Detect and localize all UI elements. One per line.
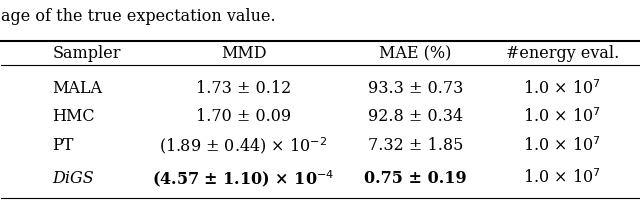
Text: MMD: MMD bbox=[221, 45, 266, 62]
Text: (4.57 ± 1.10) × 10$^{-4}$: (4.57 ± 1.10) × 10$^{-4}$ bbox=[152, 167, 335, 188]
Text: HMC: HMC bbox=[52, 108, 95, 125]
Text: 92.8 ± 0.34: 92.8 ± 0.34 bbox=[368, 108, 463, 125]
Text: MALA: MALA bbox=[52, 79, 102, 96]
Text: (1.89 ± 0.44) × 10$^{-2}$: (1.89 ± 0.44) × 10$^{-2}$ bbox=[159, 134, 328, 155]
Text: 1.0 × 10$^{7}$: 1.0 × 10$^{7}$ bbox=[524, 168, 601, 186]
Text: DiGS: DiGS bbox=[52, 169, 94, 186]
Text: 7.32 ± 1.85: 7.32 ± 1.85 bbox=[368, 136, 463, 153]
Text: age of the true expectation value.: age of the true expectation value. bbox=[1, 7, 276, 24]
Text: 0.75 ± 0.19: 0.75 ± 0.19 bbox=[364, 169, 467, 186]
Text: #energy eval.: #energy eval. bbox=[506, 45, 619, 62]
Text: 1.0 × 10$^{7}$: 1.0 × 10$^{7}$ bbox=[524, 107, 601, 125]
Text: Sampler: Sampler bbox=[52, 45, 121, 62]
Text: 1.0 × 10$^{7}$: 1.0 × 10$^{7}$ bbox=[524, 135, 601, 154]
Text: PT: PT bbox=[52, 136, 74, 153]
Text: 1.0 × 10$^{7}$: 1.0 × 10$^{7}$ bbox=[524, 78, 601, 97]
Text: 1.73 ± 0.12: 1.73 ± 0.12 bbox=[196, 79, 291, 96]
Text: 1.70 ± 0.09: 1.70 ± 0.09 bbox=[196, 108, 291, 125]
Text: 93.3 ± 0.73: 93.3 ± 0.73 bbox=[368, 79, 463, 96]
Text: MAE (%): MAE (%) bbox=[380, 45, 452, 62]
